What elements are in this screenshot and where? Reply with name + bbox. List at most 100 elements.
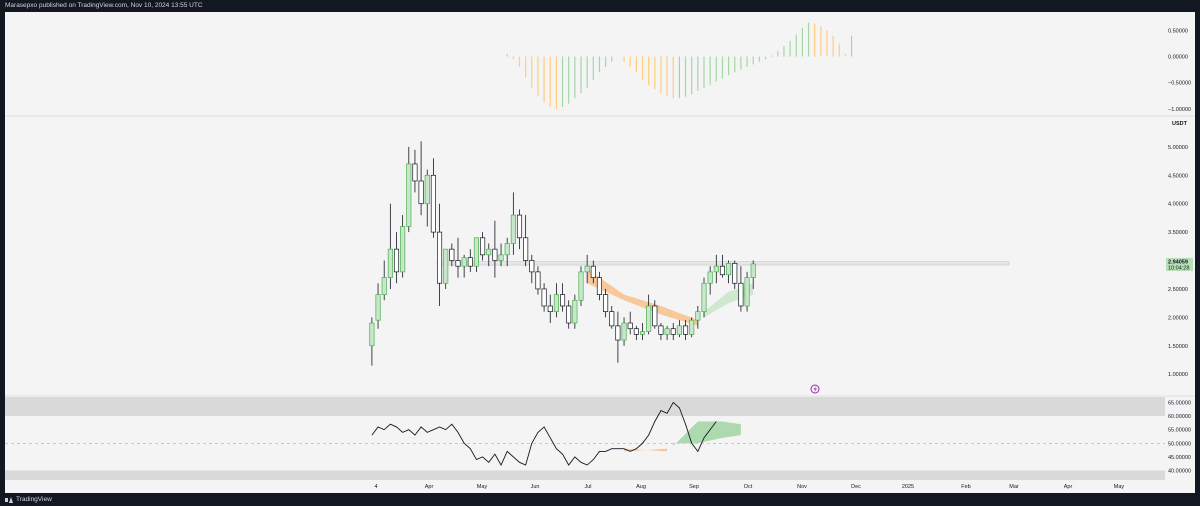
candle-body	[750, 263, 756, 278]
candle-body	[707, 271, 713, 284]
price-tick-label: 4.00000	[1168, 202, 1188, 208]
candle-body	[541, 288, 547, 307]
countdown-label: 10:04:28	[1168, 265, 1189, 271]
candle-body	[400, 226, 406, 273]
candle-body	[615, 325, 621, 341]
candle-body	[381, 277, 387, 295]
candle-body	[676, 325, 682, 335]
price-tick-label: 2.00000	[1168, 315, 1188, 321]
candle-body	[646, 305, 652, 332]
candle-body	[424, 174, 430, 205]
candle-body	[652, 305, 658, 327]
x-axis-label: May	[1114, 484, 1125, 490]
x-axis-label: Apr	[425, 484, 434, 490]
candle-body	[516, 214, 523, 239]
candle-body	[467, 257, 473, 267]
candle-body	[732, 263, 738, 284]
candle-body	[492, 248, 498, 261]
candle-body	[603, 294, 609, 313]
last-price-label: 2.94059	[1168, 259, 1188, 265]
chart-canvas[interactable]: 0.50000 0.00000 −0.50000 −1.00000 5.00000 4.5…	[5, 12, 1195, 493]
candle-body	[412, 163, 418, 182]
candle-body	[658, 325, 664, 335]
candle-body	[566, 305, 572, 324]
x-axis-label: May	[477, 484, 488, 490]
candle-body	[486, 248, 492, 256]
x-axis-label: Apr	[1064, 484, 1073, 490]
candle-body	[738, 282, 744, 307]
candle-body	[664, 328, 670, 335]
candle-body	[584, 265, 590, 273]
lightning-icon	[810, 384, 820, 394]
tradingview-icon	[5, 496, 13, 503]
candle-body	[596, 277, 603, 295]
oscillator-tick-label: 0.00000	[1168, 55, 1188, 61]
rsi-line	[371, 401, 717, 467]
rsi-tick-label: 45.00000	[1168, 455, 1191, 461]
orange-band	[587, 269, 698, 326]
candle-body	[529, 260, 535, 273]
candle-body	[689, 319, 695, 335]
candle-body	[393, 248, 400, 273]
candle-body	[449, 248, 455, 261]
candle-body	[443, 248, 449, 284]
candle-body	[713, 265, 719, 273]
price-unit-label: USDT	[1172, 121, 1188, 127]
x-axis-label: Nov	[797, 484, 807, 490]
x-axis-label: Sep	[689, 484, 699, 490]
rsi-orange-fill	[624, 448, 668, 452]
rsi-tick-label: 60.00000	[1168, 414, 1191, 420]
price-tick-label: 2.50000	[1168, 287, 1188, 293]
candle-body	[523, 237, 529, 261]
price-tick-label: 1.50000	[1168, 344, 1188, 350]
brand-name: TradingView	[16, 496, 52, 503]
resistance-zone	[436, 261, 1010, 266]
x-axis-label: 4	[374, 484, 377, 490]
candle-body	[473, 237, 480, 267]
publisher-bar: Marasepxo published on TradingView.com, …	[0, 0, 1200, 12]
candle-body	[572, 299, 578, 324]
price-tick-label: 3.50000	[1168, 230, 1188, 236]
overbought-band	[5, 397, 1165, 417]
price-tick-label: 5.00000	[1168, 145, 1188, 151]
rsi-tick-label: 40.00000	[1168, 468, 1191, 474]
candle-body	[578, 271, 584, 301]
candle-body	[639, 331, 646, 335]
x-axis-label: Jun	[531, 484, 540, 490]
candle-body	[695, 311, 701, 321]
candle-body	[504, 243, 510, 256]
candle-body	[480, 237, 486, 256]
candle-body	[510, 214, 516, 244]
lightning-icon	[813, 386, 817, 393]
oscillator-tick-label: −0.50000	[1168, 81, 1191, 87]
candle-body	[455, 260, 461, 267]
x-axis-label: Aug	[636, 484, 646, 490]
candle-body	[535, 271, 541, 290]
candle-body	[559, 294, 566, 307]
footer-bar: TradingView	[0, 493, 1200, 506]
candle-body	[437, 231, 443, 284]
candle-body	[406, 163, 412, 227]
publisher-text: Marasepxo published on TradingView.com, …	[5, 2, 203, 9]
x-axis-label: Mar	[1009, 484, 1019, 490]
candle-body	[609, 311, 615, 327]
rsi-tick-label: 65.00000	[1168, 400, 1191, 406]
price-tick-label: 4.50000	[1168, 173, 1188, 179]
last-price-badge	[1166, 257, 1193, 271]
candle-body	[719, 265, 726, 276]
candle-body	[498, 254, 504, 261]
candle-body	[369, 322, 375, 347]
oscillator-tick-label: −1.00000	[1168, 107, 1191, 113]
candle-body	[461, 257, 467, 267]
candle-body	[627, 322, 633, 330]
oscillator-tick-label: 0.50000	[1168, 28, 1188, 34]
tradingview-logo[interactable]: TradingView	[5, 493, 52, 506]
chart-area[interactable]: 0.50000 0.00000 −0.50000 −1.00000 5.00000 4.5…	[5, 12, 1195, 493]
candle-body	[670, 328, 676, 335]
price-tick-label: 1.00000	[1168, 372, 1188, 378]
candle-body	[621, 322, 627, 341]
candle-body	[387, 248, 393, 278]
candle-body	[418, 180, 424, 205]
candle-body	[590, 265, 596, 278]
candle-body	[375, 294, 381, 321]
